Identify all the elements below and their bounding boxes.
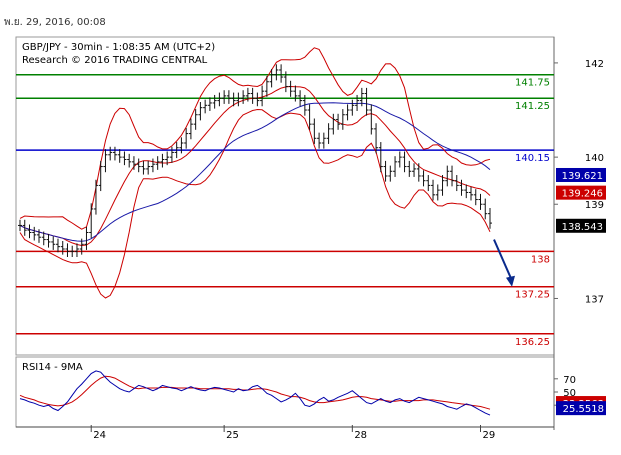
rsi-tick-label: 50 [563,388,576,399]
bollinger-layer [19,47,491,299]
price-tick-label: 137 [585,294,604,305]
forecast-arrow-head [506,275,515,287]
price-badge-label: 138.543 [562,222,603,233]
price-panel [15,36,555,356]
price-badge [556,167,606,182]
rsi-panel [15,356,555,428]
x-tick-label: 25 [226,430,239,441]
bollinger-upper [19,47,491,230]
rsi-title: RSI14 - 9MA [22,362,83,373]
x-tick-label: 28 [354,430,367,441]
price-badge [556,218,606,233]
chart-title: GBP/JPY - 30min - 1:08:35 AM (UTC+2) [22,42,215,53]
rsi-line [19,370,491,416]
rsi-badge [556,401,606,416]
price-tick-label: 139 [585,200,604,211]
price-tick-label: 140 [585,153,604,164]
chart-subtitle: Research © 2016 TRADING CENTRAL [22,55,208,66]
moving-average-line [19,102,491,242]
header-datetime: พ.ย. 29, 2016, 00:08 [4,17,106,28]
level-label: 141.25 [515,101,550,112]
price-badge-label: 139.621 [562,171,603,182]
price-tick-label: 142 [585,59,604,70]
price-badge-label: 139.246 [562,189,603,200]
level-label: 140.15 [515,153,550,164]
rsi-ma-line [19,375,491,410]
rsi-tick-label: 70 [563,375,576,386]
price-badge [556,185,606,200]
bollinger-mid [19,85,491,247]
level-label: 138 [531,254,550,265]
level-label: 136.25 [515,337,550,348]
level-label: 141.75 [515,78,550,89]
forecast-arrow-line [493,239,513,282]
rsi-badge-label: 25.5518 [563,404,604,415]
price-layer [18,64,515,287]
x-tick-label: 24 [93,430,106,441]
bollinger-lower [19,108,491,299]
x-tick-label: 29 [483,430,496,441]
rsi-layer [19,370,491,416]
level-label: 137.25 [515,290,550,301]
